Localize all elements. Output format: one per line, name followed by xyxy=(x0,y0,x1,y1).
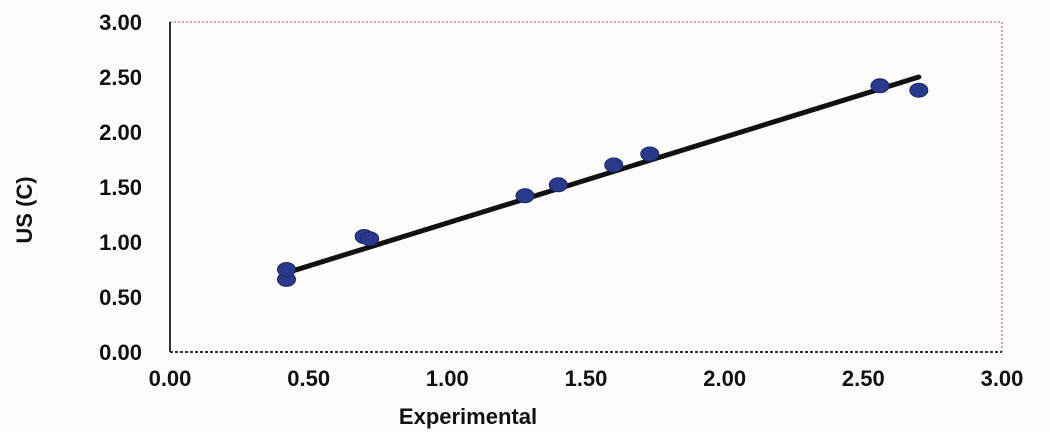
data-point xyxy=(360,231,380,247)
x-tick-label: 0.00 xyxy=(149,366,192,391)
y-tick-label: 3.00 xyxy=(99,10,142,35)
data-point xyxy=(515,188,535,204)
trendline xyxy=(283,74,922,276)
plot-frame xyxy=(170,21,1003,352)
trendline-layer xyxy=(283,74,922,276)
y-tick-labels: 0.00 0.50 1.00 1.50 2.00 2.50 3.00 xyxy=(99,10,142,365)
data-point xyxy=(870,78,890,94)
x-tick-label: 2.00 xyxy=(703,366,746,391)
x-tick-labels: 0.00 0.50 1.00 1.50 2.00 2.50 3.00 xyxy=(149,366,1024,391)
y-tick-label: 1.50 xyxy=(99,175,142,200)
data-point xyxy=(548,177,568,193)
y-tick-label: 2.50 xyxy=(99,65,142,90)
x-tick-label: 1.00 xyxy=(426,366,469,391)
y-axis-title: US (C) xyxy=(12,176,37,243)
y-tick-label: 1.00 xyxy=(99,230,142,255)
y-tick-label: 2.00 xyxy=(99,120,142,145)
y-tick-label: 0.50 xyxy=(99,285,142,310)
data-point xyxy=(604,157,624,173)
y-tick-label: 0.00 xyxy=(99,340,142,365)
x-tick-label: 3.00 xyxy=(981,366,1024,391)
x-tick-label: 1.50 xyxy=(565,366,608,391)
data-points xyxy=(276,78,929,287)
axes xyxy=(169,22,1002,353)
x-tick-label: 0.50 xyxy=(287,366,330,391)
x-tick-label: 2.50 xyxy=(842,366,885,391)
data-point xyxy=(276,262,296,277)
data-point xyxy=(909,82,929,98)
data-point xyxy=(640,146,660,162)
x-axis-title: Experimental xyxy=(399,404,537,429)
